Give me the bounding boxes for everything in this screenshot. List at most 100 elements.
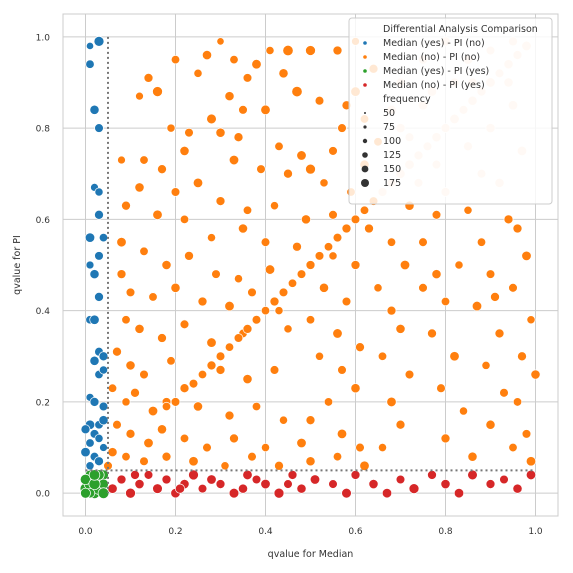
- data-point: [273, 487, 285, 499]
- data-point: [525, 456, 537, 467]
- data-point: [117, 155, 126, 165]
- legend-title: Differential Analysis Comparison: [383, 24, 538, 35]
- data-point: [94, 123, 104, 133]
- data-point: [350, 383, 361, 394]
- data-point: [378, 443, 387, 453]
- data-point: [305, 45, 316, 56]
- data-point: [296, 437, 307, 449]
- data-point: [112, 419, 122, 430]
- data-point: [395, 419, 406, 430]
- data-point: [184, 127, 194, 138]
- data-point: [332, 328, 343, 339]
- data-point: [260, 104, 271, 115]
- data-point: [157, 424, 167, 435]
- data-point: [99, 365, 108, 375]
- data-point: [508, 283, 518, 293]
- legend-size-label: 50: [383, 108, 395, 119]
- data-point: [228, 487, 240, 499]
- data-point: [220, 461, 230, 471]
- legend-box: [348, 17, 553, 205]
- data-point: [98, 415, 109, 426]
- data-point: [143, 437, 154, 449]
- data-point: [179, 319, 190, 330]
- data-point: [481, 360, 491, 370]
- legend-size-label: 75: [383, 122, 395, 133]
- legend-marker: [363, 83, 367, 87]
- data-point: [134, 182, 145, 193]
- data-point: [121, 452, 131, 462]
- data-point: [125, 287, 136, 298]
- data-point: [94, 251, 104, 261]
- data-point: [188, 469, 199, 481]
- y-axis-label: qvalue for PI: [12, 235, 23, 295]
- data-point: [337, 365, 347, 375]
- data-point: [161, 451, 172, 462]
- data-point: [166, 356, 176, 366]
- data-point: [328, 251, 338, 261]
- data-point: [116, 474, 127, 485]
- legend-entry: Median (yes) - PI (no): [383, 38, 485, 49]
- data-point: [98, 401, 109, 412]
- data-point: [85, 260, 95, 270]
- data-point: [305, 415, 316, 426]
- data-point: [260, 237, 271, 247]
- data-point: [234, 274, 243, 284]
- data-point: [89, 314, 100, 325]
- data-point: [125, 428, 136, 439]
- data-point: [328, 210, 338, 220]
- data-point: [184, 251, 194, 261]
- data-point: [242, 374, 253, 385]
- data-point: [260, 478, 271, 490]
- data-point: [139, 246, 149, 256]
- data-point: [427, 470, 437, 480]
- data-point: [525, 469, 537, 481]
- data-point: [490, 292, 500, 302]
- data-point: [476, 237, 487, 247]
- y-tick-label: 0.4: [36, 307, 51, 317]
- data-point: [170, 187, 181, 197]
- data-point: [206, 360, 217, 371]
- data-point: [251, 474, 262, 485]
- y-tick-label: 0.0: [36, 490, 51, 500]
- data-point: [207, 233, 216, 243]
- data-point: [134, 479, 145, 490]
- data-point: [296, 269, 307, 279]
- data-point: [436, 383, 446, 393]
- data-point: [359, 205, 370, 215]
- data-point: [467, 469, 478, 481]
- data-point: [395, 474, 406, 485]
- data-point: [121, 200, 131, 211]
- data-point: [224, 300, 235, 312]
- data-point: [161, 260, 172, 270]
- data-point: [89, 269, 100, 280]
- data-point: [332, 452, 343, 462]
- data-point: [440, 433, 451, 444]
- data-point: [283, 168, 293, 179]
- data-point: [332, 45, 343, 56]
- data-point: [116, 269, 127, 279]
- data-point: [107, 447, 118, 458]
- data-point: [130, 387, 140, 398]
- data-point: [251, 315, 262, 325]
- data-point: [328, 146, 338, 156]
- data-point: [269, 365, 280, 375]
- data-point: [251, 401, 262, 412]
- data-point: [296, 150, 307, 161]
- legend-size-marker: [364, 112, 366, 114]
- data-point: [229, 55, 239, 65]
- data-point: [454, 260, 464, 270]
- data-point: [274, 460, 284, 471]
- data-point: [89, 397, 100, 407]
- data-point: [85, 59, 95, 69]
- data-point: [494, 328, 505, 339]
- data-point: [94, 209, 104, 220]
- legend-marker: [363, 55, 367, 59]
- data-point: [408, 483, 420, 494]
- data-point: [377, 351, 388, 361]
- y-tick-label: 0.8: [36, 125, 51, 135]
- data-point: [512, 397, 523, 407]
- data-point: [418, 283, 428, 293]
- data-point: [319, 282, 329, 293]
- legend: Differential Analysis Comparison Median …: [348, 17, 553, 205]
- y-tick-label: 0.6: [36, 216, 51, 226]
